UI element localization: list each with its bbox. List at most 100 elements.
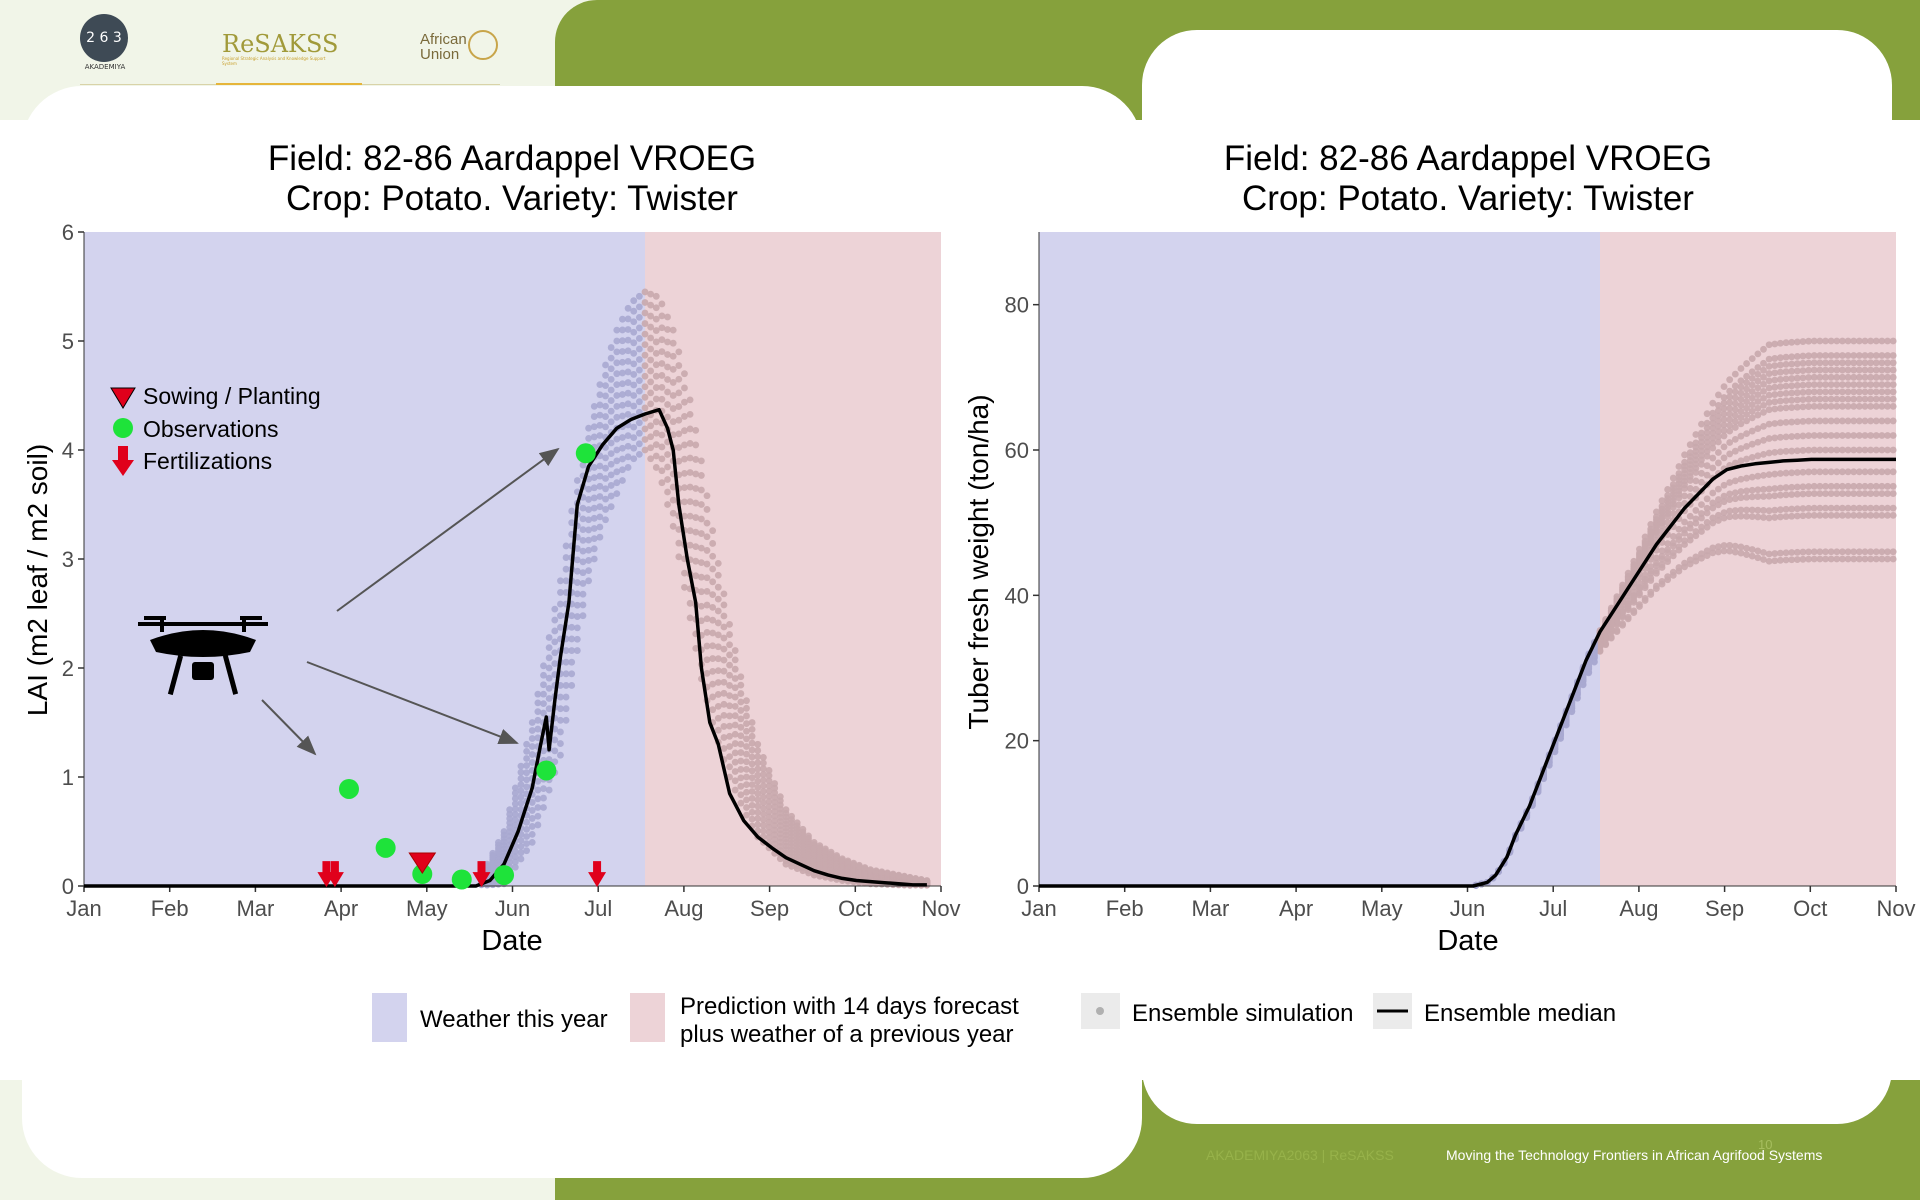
- ensemble-point: [1867, 432, 1875, 439]
- ensemble-point: [1731, 406, 1739, 414]
- ensemble-point: [1889, 352, 1897, 359]
- ensemble-point: [540, 690, 547, 698]
- y-tick-label: 5: [62, 329, 74, 354]
- ensemble-point: [1861, 504, 1869, 512]
- ensemble-point: [562, 670, 570, 678]
- ensemble-point: [1726, 439, 1734, 446]
- ensemble-point: [1703, 410, 1711, 418]
- ensemble-point: [1720, 547, 1728, 555]
- ensemble-point: [1884, 337, 1891, 345]
- ensemble-point: [1777, 361, 1784, 369]
- ensemble-point: [630, 349, 638, 357]
- ensemble-point: [1816, 395, 1824, 403]
- ensemble-point: [720, 656, 728, 664]
- ensemble-point: [1658, 561, 1666, 569]
- ensemble-point: [534, 708, 542, 715]
- ensemble-point: [1889, 504, 1897, 512]
- ensemble-point: [737, 757, 745, 765]
- ensemble-point: [1686, 441, 1694, 449]
- ensemble-point: [1872, 504, 1880, 512]
- ensemble-point: [1675, 564, 1683, 571]
- ensemble-point: [658, 336, 666, 344]
- ensemble-point: [1686, 512, 1694, 520]
- ensemble-point: [726, 661, 733, 669]
- ensemble-point: [681, 441, 688, 449]
- ensemble-point: [1647, 521, 1655, 528]
- ensemble-point: [1872, 555, 1880, 563]
- ensemble-point: [613, 370, 621, 378]
- ensemble-point: [1872, 468, 1880, 476]
- ensemble-point: [647, 345, 655, 353]
- ensemble-point: [1833, 359, 1841, 367]
- ensemble-point: [1850, 555, 1858, 563]
- ensemble-point: [630, 434, 638, 442]
- ensemble-point: [545, 786, 553, 794]
- ensemble-point: [1844, 373, 1852, 381]
- ensemble-point: [1839, 548, 1846, 556]
- ensemble-point: [1889, 366, 1897, 374]
- ensemble-point: [613, 479, 621, 487]
- ensemble-point: [1878, 337, 1886, 345]
- ensemble-point: [602, 423, 609, 431]
- ensemble-point: [1636, 601, 1643, 608]
- ensemble-point: [703, 547, 711, 554]
- ensemble-point: [1760, 450, 1767, 458]
- ensemble-point: [771, 808, 779, 815]
- ensemble-point: [827, 848, 835, 856]
- ensemble-point: [1844, 468, 1852, 476]
- ensemble-point: [737, 723, 745, 731]
- x-tick-label: Sep: [1705, 896, 1744, 921]
- ensemble-point: [557, 623, 564, 631]
- ensemble-point: [1748, 453, 1756, 461]
- ensemble-point: [697, 472, 705, 479]
- ensemble-point: [1669, 568, 1677, 576]
- ensemble-point: [675, 389, 683, 397]
- ensemble-point: [810, 839, 818, 846]
- ensemble-point: [579, 547, 587, 555]
- ensemble-point: [765, 772, 773, 780]
- akademiya-caption: AKADEMIYA: [84, 63, 126, 71]
- ensemble-point: [1698, 550, 1705, 558]
- ensemble-point: [765, 777, 773, 785]
- ensemble-point: [602, 371, 609, 379]
- ensemble-point: [635, 356, 643, 363]
- ensemble-point: [1827, 432, 1835, 439]
- ensemble-point: [590, 474, 598, 482]
- ensemble-point: [568, 682, 576, 689]
- ensemble-point: [641, 341, 649, 349]
- drone-arrows: [261, 447, 560, 756]
- ensemble-point: [1855, 555, 1863, 563]
- ensemble-point: [748, 767, 756, 775]
- ensemble-point: [545, 684, 553, 692]
- ensemble-point: [664, 488, 671, 496]
- ensemble-point: [754, 740, 762, 748]
- y-tick-label: 40: [1005, 583, 1029, 608]
- ensemble-point: [1703, 495, 1711, 503]
- ensemble-point: [1754, 493, 1762, 500]
- ensemble-point: [573, 545, 581, 552]
- ensemble-point: [731, 768, 739, 775]
- ensemble-point: [1737, 512, 1745, 520]
- x-tick-label: Oct: [838, 896, 872, 921]
- ensemble-point: [619, 412, 626, 420]
- ensemble-point: [641, 299, 649, 306]
- ensemble-point: [1703, 462, 1711, 470]
- ensemble-point: [641, 436, 649, 443]
- ensemble-point: [1810, 555, 1818, 563]
- ensemble-point: [1765, 341, 1773, 349]
- ensemble-point: [743, 788, 750, 796]
- ensemble-point: [1827, 446, 1835, 454]
- ensemble-point: [1805, 432, 1813, 440]
- ensemble-point: [635, 419, 643, 427]
- ensemble-point: [748, 808, 756, 816]
- ensemble-point: [551, 747, 559, 755]
- ensemble-point: [1793, 556, 1801, 563]
- ensemble-point: [714, 619, 722, 627]
- ensemble-point: [697, 617, 705, 625]
- ensemble-median-line: [84, 407, 927, 888]
- ensemble-point: [1698, 429, 1705, 437]
- ensemble-point: [545, 644, 553, 652]
- ensemble-point: [1748, 546, 1756, 553]
- ensemble-point: [1765, 399, 1773, 406]
- ensemble-point: [1703, 443, 1711, 451]
